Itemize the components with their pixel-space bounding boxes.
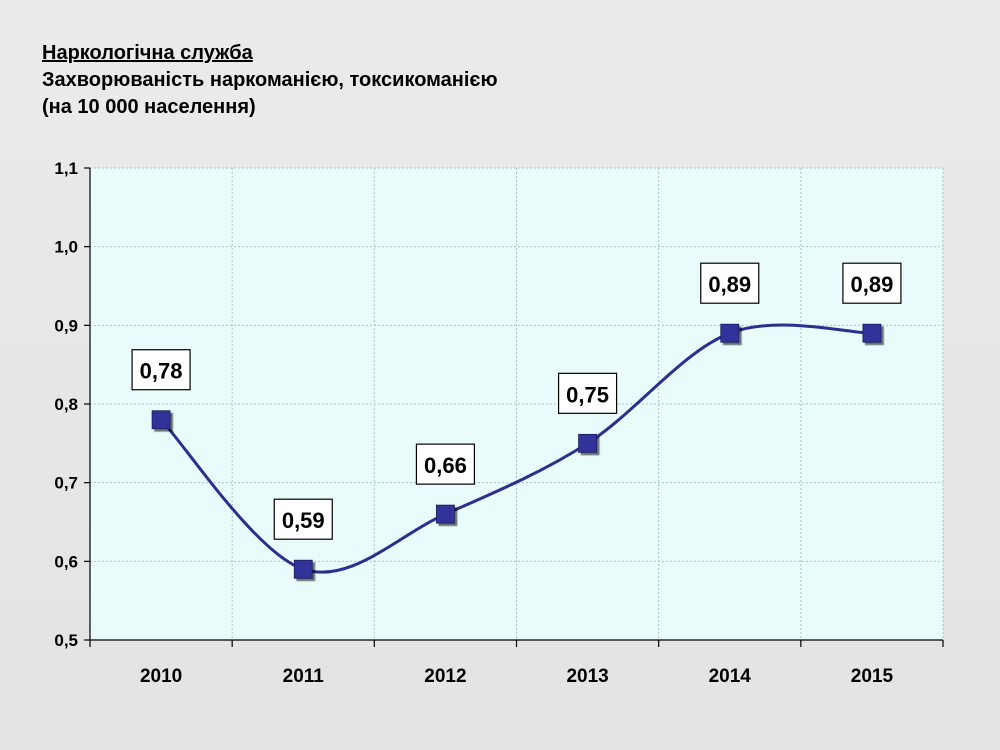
y-axis-ticks: 0,5 0,6 0,7 0,8 0,9 1,0 1,1	[54, 159, 90, 650]
data-label: 0,75	[557, 372, 618, 414]
y-tick-label: 0,7	[54, 474, 78, 493]
data-label-text: 0,75	[566, 382, 609, 407]
data-label-box	[842, 262, 902, 304]
series-line	[159, 323, 872, 574]
data-label-box	[273, 498, 333, 540]
x-tick-label: 2011	[283, 666, 325, 687]
data-label-text: 0,66	[424, 453, 467, 478]
x-tick-label: 2015	[851, 666, 894, 687]
data-label-text: 0,59	[282, 508, 325, 533]
data-label-box	[415, 443, 476, 485]
x-tick-label: 2010	[140, 666, 182, 687]
heading-line-3: (на 10 000 населення)	[42, 96, 256, 118]
data-label: 0,89	[842, 262, 902, 304]
y-tick-label: 0,8	[54, 395, 78, 414]
data-label: 0,59	[273, 498, 333, 540]
data-label: 0,78	[131, 349, 191, 391]
x-axis-ticks: 2010 2011 2012 2013 2014 2015	[89, 640, 944, 687]
y-tick-label: 0,5	[54, 631, 78, 650]
y-tick-label: 0,6	[54, 552, 78, 571]
data-point-marker	[293, 559, 313, 579]
data-point-marker	[720, 323, 740, 343]
data-point-marker	[436, 504, 455, 524]
marker-group	[151, 323, 882, 579]
data-label: 0,66	[415, 443, 476, 485]
chart-heading: Наркологічна служба Захворюваність нарко…	[42, 40, 498, 121]
data-label-group: 0,78 0,59 0,66 0,75 0,89 0,89	[131, 262, 902, 540]
series-line-group	[159, 323, 872, 574]
data-point-marker	[151, 410, 171, 430]
grid-lines	[90, 167, 944, 640]
y-tick-label: 1,0	[54, 238, 78, 257]
x-tick-label: 2012	[424, 666, 466, 687]
y-tick-label: 1,1	[54, 159, 78, 178]
data-point-marker	[862, 323, 882, 343]
data-label-text: 0,78	[140, 359, 183, 384]
data-label-text: 0,89	[851, 272, 894, 297]
data-point-marker	[578, 433, 597, 453]
y-tick-label: 0,9	[54, 316, 78, 335]
data-label-box	[131, 349, 191, 391]
data-label-text: 0,89	[708, 272, 751, 297]
data-label: 0,89	[700, 262, 760, 304]
data-label-box	[557, 372, 618, 414]
heading-line-2: Захворюваність наркоманією, токсикоманіє…	[42, 69, 498, 91]
x-tick-label: 2014	[709, 666, 752, 687]
data-label-box	[700, 262, 760, 304]
x-tick-label: 2013	[566, 666, 608, 687]
heading-line-1: Наркологічна служба	[42, 42, 253, 64]
